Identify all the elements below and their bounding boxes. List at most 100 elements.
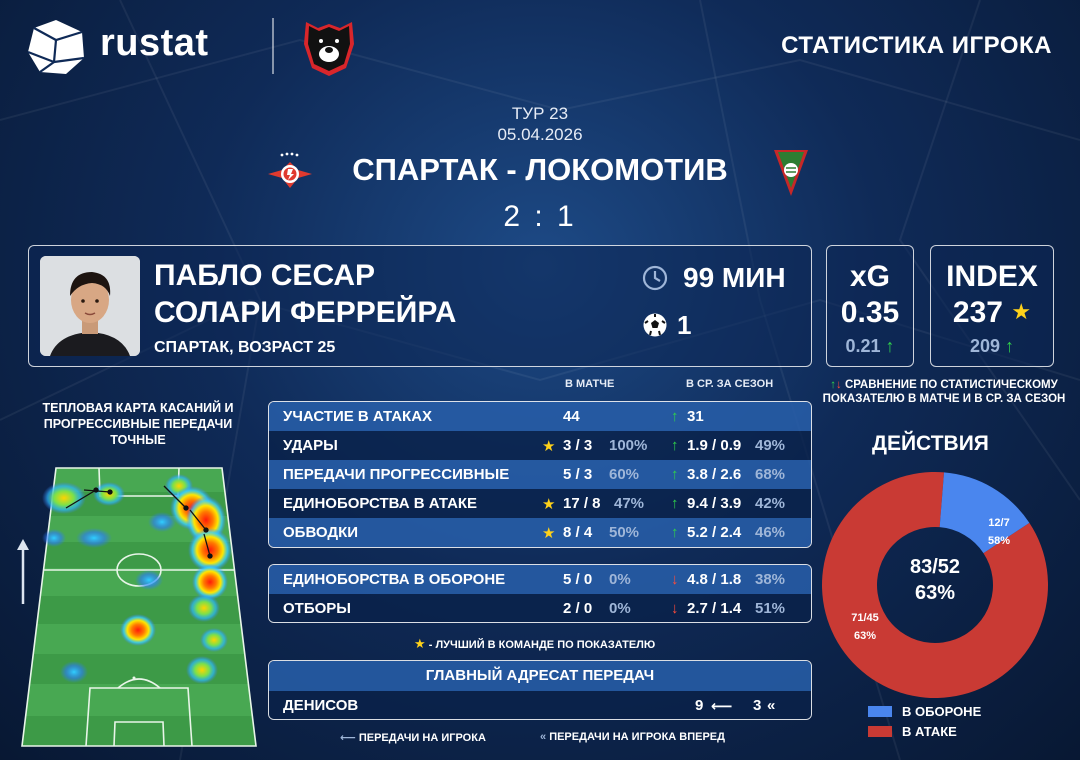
arrow-up-icon: ↑ <box>885 336 895 356</box>
stat-match-pct: 50% <box>609 524 640 541</box>
xg-avg-value: 0.21 <box>845 336 881 356</box>
donut-attack-value: 71/45 <box>851 612 879 624</box>
lokomotiv-logo-icon <box>774 150 808 196</box>
header-divider <box>272 18 274 74</box>
index-avg-value: 209 <box>969 336 1001 356</box>
page-title: СТАТИСТИКА ИГРОКА <box>781 32 1052 59</box>
legend-defense-label: В ОБОРОНЕ <box>902 704 982 719</box>
stat-season-value: 5.2 / 2.4 <box>687 524 742 541</box>
clock-icon <box>642 265 668 291</box>
stat-season-value: 1.9 / 0.9 <box>687 437 742 454</box>
attack-direction-arrow-icon <box>17 539 29 604</box>
index-value-row: 237 ★ <box>931 296 1053 330</box>
column-head-match: В МАТЧЕ <box>565 378 615 390</box>
index-season-avg: 209 ↑ <box>931 336 1053 357</box>
xg-card: xG 0.35 0.21 ↑ <box>826 245 914 367</box>
arrow-left-icon: ⟵ <box>711 698 733 715</box>
player-photo <box>40 256 140 356</box>
legend-passes-to-text: ПЕРЕДАЧИ НА ИГРОКА <box>358 732 486 744</box>
donut-attack-pct: 63% <box>854 630 876 642</box>
arrow-up-icon: ↑ <box>1005 336 1015 356</box>
stat-season-pct: 38% <box>755 571 786 588</box>
xg-label: xG <box>849 260 891 293</box>
star-icon: ★ <box>1011 299 1032 324</box>
legend-attack-label: В АТАКЕ <box>902 724 957 739</box>
stat-match-value: 2 / 0 <box>563 600 593 617</box>
stat-row: ЕДИНОБОРСТВА В ОБОРОНЕ 5 / 0 0% ↓ 4.8 / … <box>269 565 811 594</box>
heatmap-pitch <box>21 467 257 747</box>
arrow-up-icon: ↑ <box>830 379 836 391</box>
stat-row: ПЕРЕДАЧИ ПРОГРЕССИВНЫЕ 5 / 3 60% ↑ 3.8 /… <box>269 460 811 489</box>
match-teams: СПАРТАК - ЛОКОМОТИВ <box>352 152 728 187</box>
football-icon <box>643 313 667 337</box>
stat-season-value: 2.7 / 1.4 <box>687 600 742 617</box>
stat-season-pct: 51% <box>755 600 786 617</box>
legend-attack: В АТАКЕ <box>868 724 957 739</box>
column-head-season: В СР. ЗА СЕЗОН <box>686 378 774 390</box>
stat-label: ЕДИНОБОРСТВА В АТАКЕ <box>283 495 478 512</box>
xg-season-avg: 0.21 ↑ <box>827 336 913 357</box>
attack-stats-panel: УЧАСТИЕ В АТАКАХ 44 ↑ 31 УДАРЫ ★ 3 / 3 1… <box>268 401 812 548</box>
stat-match-value: 5 / 3 <box>563 466 593 483</box>
defense-stats-panel: ЕДИНОБОРСТВА В ОБОРОНЕ 5 / 0 0% ↓ 4.8 / … <box>268 564 812 623</box>
legend-swatch-attack <box>868 726 892 737</box>
index-label: INDEX <box>946 260 1038 293</box>
pass-target-row: ДЕНИСОВ 9 ⟵ 3 « <box>269 691 811 719</box>
stat-match-pct: 100% <box>609 437 648 454</box>
star-icon: ★ <box>542 496 556 513</box>
player-avatar-icon <box>40 256 140 356</box>
double-chevron-left-icon: « <box>767 697 776 714</box>
stat-label: УЧАСТИЕ В АТАКАХ <box>283 408 433 425</box>
stat-match-value: 44 <box>563 408 580 425</box>
stat-match-value: 3 / 3 <box>563 437 593 454</box>
arrow-up-icon: ↑ <box>671 495 679 512</box>
comparison-note: ↑↓ СРАВНЕНИЕ ПО СТАТИСТИЧЕСКОМУ ПОКАЗАТЕ… <box>822 378 1066 406</box>
arrow-up-icon: ↑ <box>671 524 679 541</box>
donut-defense-pct: 58% <box>988 535 1010 547</box>
spartak-logo-icon <box>268 152 312 188</box>
match-date: 05.04.2026 <box>497 125 583 144</box>
stat-match-pct: 0% <box>609 600 631 617</box>
arrow-left-icon: ⟵ <box>340 732 356 744</box>
donut-segment-attack <box>822 472 1048 698</box>
pass-target-panel: ГЛАВНЫЙ АДРЕСАТ ПЕРЕДАЧ ДЕНИСОВ 9 ⟵ 3 « <box>268 660 812 720</box>
stat-season-value: 9.4 / 3.9 <box>687 495 742 512</box>
stat-season-value: 4.8 / 1.8 <box>687 571 742 588</box>
brand-name: rustat <box>100 22 209 64</box>
donut-segment-defense <box>939 472 1030 554</box>
arrow-up-icon: ↑ <box>671 466 679 483</box>
stat-season-pct: 68% <box>755 466 786 483</box>
player-name: ПАБЛО СЕСАР СОЛАРИ ФЕРРЕЙРА <box>154 257 456 331</box>
donut-total-pct: 63% <box>915 582 955 604</box>
donut-defense-value: 12/7 <box>988 517 1009 529</box>
stat-season-pct: 46% <box>755 524 786 541</box>
legend-passes-to: ⟵ ПЕРЕДАЧИ НА ИГРОКА <box>340 731 486 744</box>
stat-match-pct: 47% <box>614 495 645 512</box>
donut-total: 83/52 <box>910 556 960 578</box>
pass-target-name: ДЕНИСОВ <box>283 697 359 714</box>
best-in-team-note: ★ - ЛУЧШИЙ В КОМАНДЕ ПО ПОКАЗАТЕЛЮ <box>414 636 655 652</box>
star-icon: ★ <box>414 636 426 651</box>
heatmap-title: ТЕПЛОВАЯ КАРТА КАСАНИЙ И ПРОГРЕССИВНЫЕ П… <box>42 401 234 447</box>
arrow-down-icon: ↓ <box>671 571 679 588</box>
best-note-text: - ЛУЧШИЙ В КОМАНДЕ ПО ПОКАЗАТЕЛЮ <box>428 639 656 651</box>
stat-season-pct: 49% <box>755 437 786 454</box>
player-team-age: СПАРТАК, ВОЗРАСТ 25 <box>154 339 336 356</box>
legend-defense: В ОБОРОНЕ <box>868 704 981 719</box>
double-chevron-left-icon: « <box>540 731 547 743</box>
player-name-line1: ПАБЛО СЕСАР <box>154 259 376 292</box>
stat-label: ОБВОДКИ <box>283 524 358 541</box>
stat-row: ОТБОРЫ 2 / 0 0% ↓ 2.7 / 1.4 51% <box>269 594 811 622</box>
arrow-down-icon: ↓ <box>836 379 842 391</box>
stat-row: УЧАСТИЕ В АТАКАХ 44 ↑ 31 <box>269 402 811 431</box>
match-round: ТУР 23 <box>511 104 569 123</box>
legend-passes-forward: « ПЕРЕДАЧИ НА ИГРОКА ВПЕРЕД <box>540 731 725 743</box>
legend-swatch-defense <box>868 706 892 717</box>
arrow-down-icon: ↓ <box>671 600 679 617</box>
actions-title: ДЕЙСТВИЯ <box>872 432 989 455</box>
pass-target-to-value: 9 <box>695 697 704 714</box>
actions-donut-chart: 83/52 63% 12/7 58% 71/45 63% <box>822 472 1048 698</box>
minutes-played: 99 МИН <box>683 262 786 293</box>
rustat-logo-icon <box>27 20 85 74</box>
star-icon: ★ <box>542 438 556 455</box>
